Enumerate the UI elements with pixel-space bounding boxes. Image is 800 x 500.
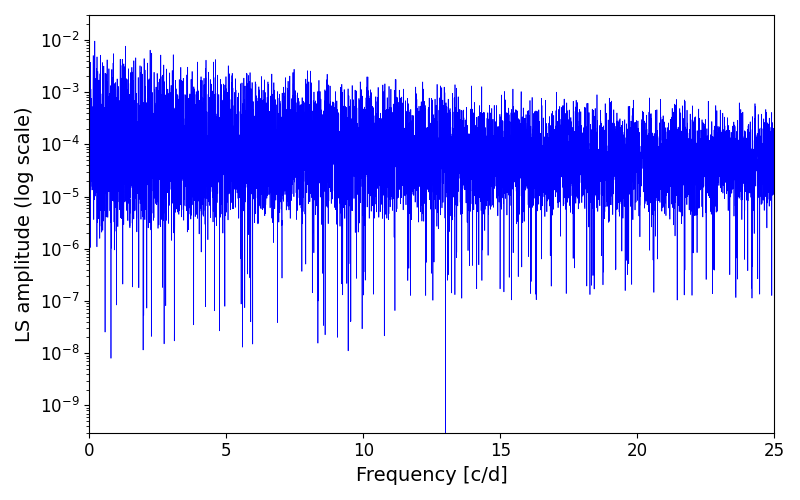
- Y-axis label: LS amplitude (log scale): LS amplitude (log scale): [15, 106, 34, 342]
- X-axis label: Frequency [c/d]: Frequency [c/d]: [356, 466, 508, 485]
